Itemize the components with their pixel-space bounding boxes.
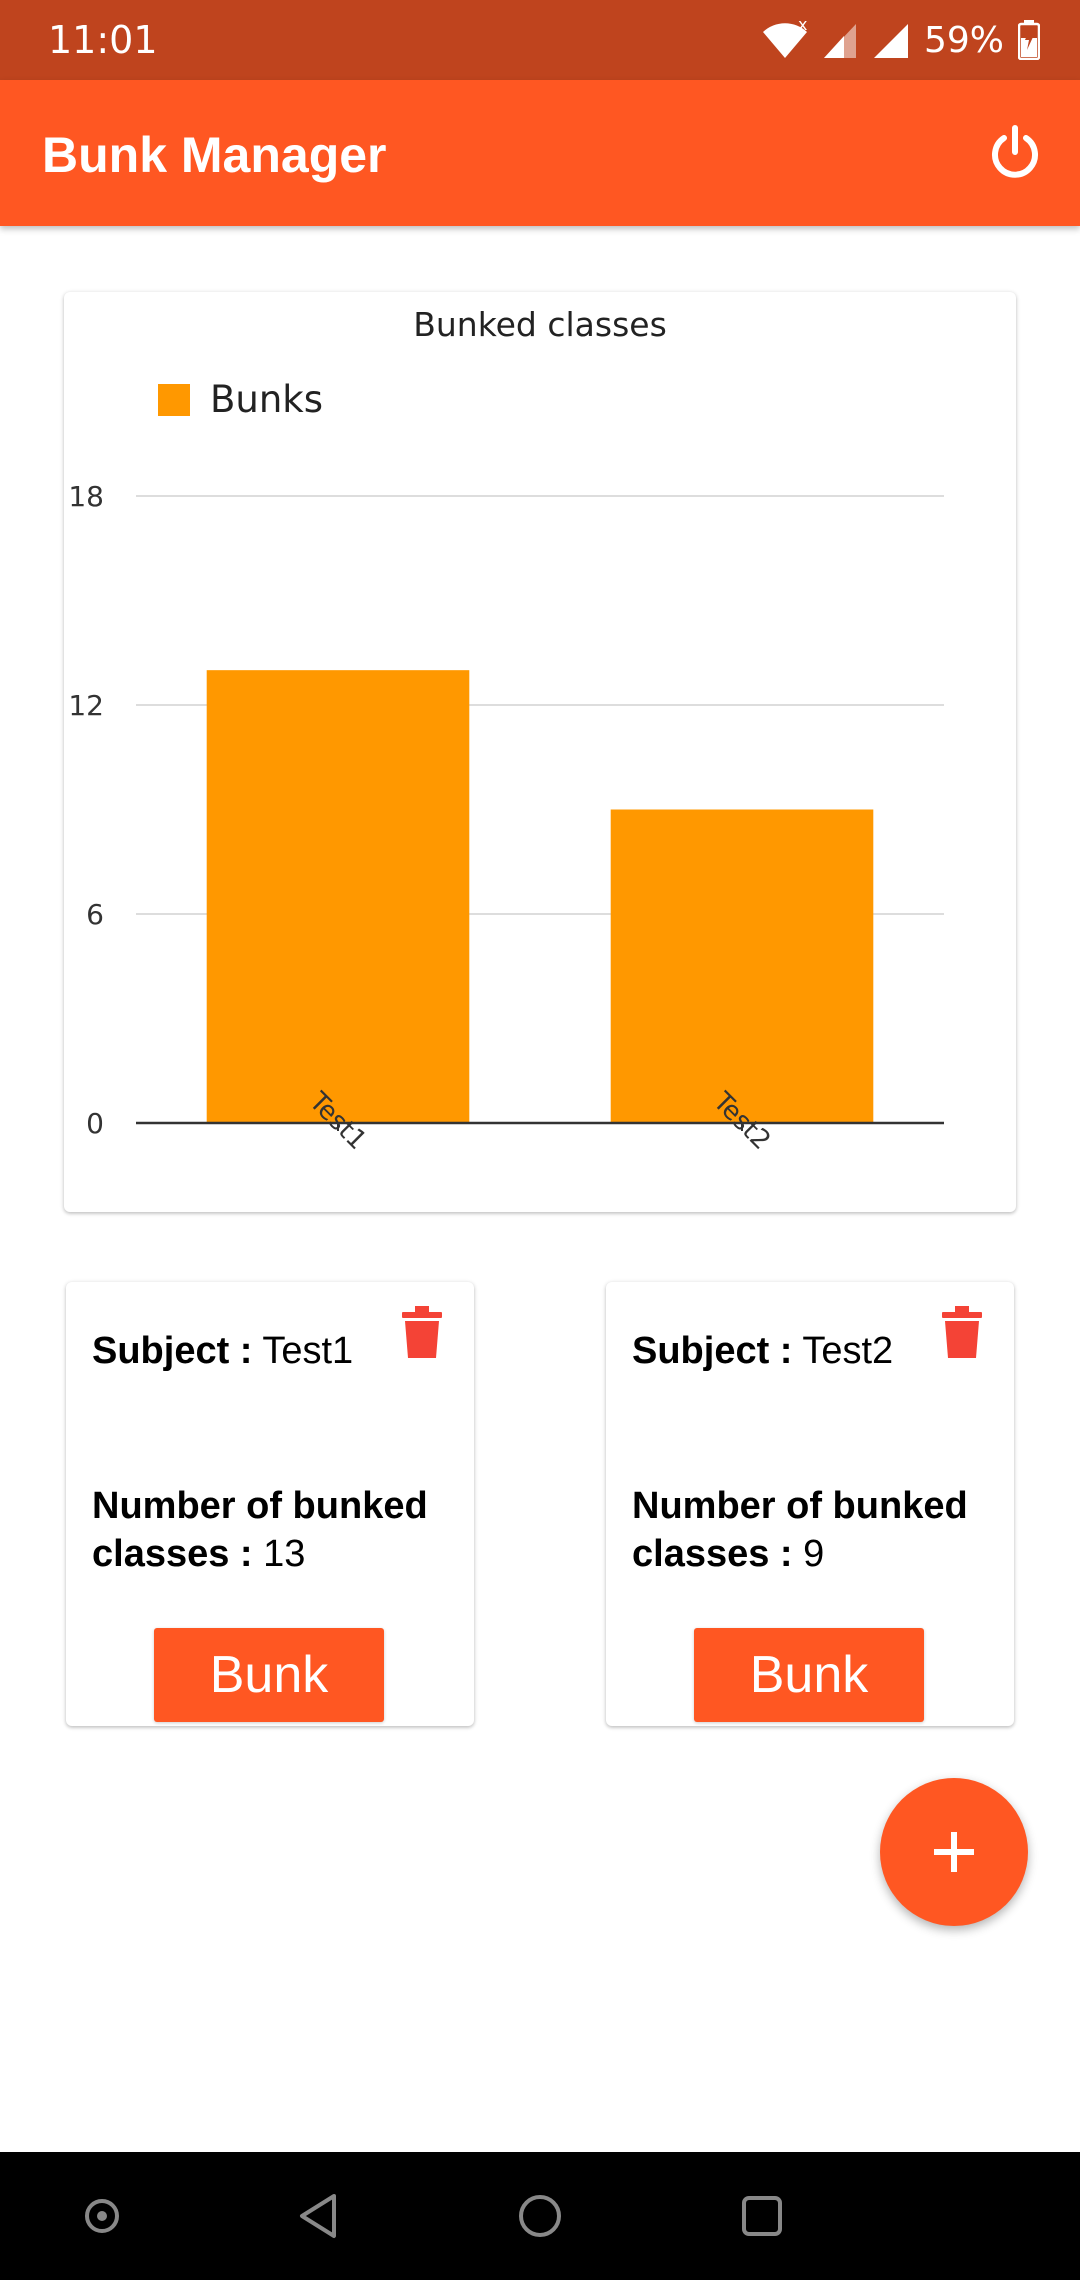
- assistant-button[interactable]: [72, 2186, 132, 2246]
- delete-subject-button[interactable]: [940, 1304, 984, 1360]
- app-title: Bunk Manager: [42, 127, 387, 183]
- logout-button[interactable]: [980, 118, 1050, 188]
- subject-card: Subject : Test2 Number of bunked classes…: [606, 1282, 1014, 1726]
- battery-icon: [1018, 20, 1040, 60]
- subject-name: Subject : Test2: [632, 1330, 893, 1373]
- battery-percent: 59%: [923, 19, 1004, 61]
- chart-title: Bunked classes: [413, 305, 667, 344]
- subject-card: Subject : Test1 Number of bunked classes…: [66, 1282, 474, 1726]
- recents-icon: [742, 2196, 782, 2236]
- status-icons: x 59%: [762, 14, 1040, 66]
- status-bar: 11:01 x 59%: [0, 0, 1080, 80]
- legend-swatch: [158, 384, 190, 416]
- signal-icon: [823, 24, 856, 58]
- status-time: 11:01: [48, 18, 158, 62]
- trash-icon: [402, 1306, 442, 1358]
- y-tick-label: 6: [86, 898, 104, 931]
- signal-icon: [873, 24, 908, 58]
- bar-test2[interactable]: [610, 809, 874, 1124]
- back-icon: [300, 2194, 336, 2238]
- app-bar: Bunk Manager: [0, 80, 1080, 226]
- wifi-icon: x: [762, 20, 807, 58]
- bunk-count-label: Number of bunked classes :: [92, 1485, 428, 1575]
- bunk-count-label: Number of bunked classes :: [632, 1485, 968, 1575]
- subject-label: Subject :: [92, 1330, 253, 1372]
- chart-card: Bunked classes Bunks 0 6 12 18 Test1 Test2: [64, 292, 1016, 1212]
- add-subject-button[interactable]: [880, 1778, 1028, 1926]
- back-button[interactable]: [290, 2186, 350, 2246]
- bunk-count-value: 13: [263, 1533, 306, 1575]
- home-icon: [519, 2195, 561, 2237]
- y-tick-label: 12: [68, 689, 104, 722]
- legend-label: Bunks: [210, 378, 323, 421]
- subject-label: Subject :: [632, 1330, 793, 1372]
- svg-text:x: x: [798, 20, 807, 34]
- bar-test1[interactable]: [206, 670, 470, 1123]
- bunk-count-value: 9: [803, 1533, 825, 1575]
- delete-subject-button[interactable]: [400, 1304, 444, 1360]
- subject-value: Test1: [262, 1330, 354, 1372]
- y-tick-label: 0: [86, 1107, 104, 1140]
- recents-button[interactable]: [732, 2186, 792, 2246]
- home-button[interactable]: [510, 2186, 570, 2246]
- trash-icon: [942, 1306, 982, 1358]
- assistant-icon: [85, 2199, 119, 2233]
- bunk-button[interactable]: Bunk: [694, 1628, 924, 1722]
- power-icon: [992, 125, 1038, 178]
- plus-icon: [934, 1832, 974, 1872]
- navigation-bar: [0, 2152, 1080, 2280]
- subject-value: Test2: [802, 1330, 894, 1372]
- y-tick-label: 18: [68, 480, 104, 513]
- subject-name: Subject : Test1: [92, 1330, 353, 1373]
- bunk-button[interactable]: Bunk: [154, 1628, 384, 1722]
- bunk-count: Number of bunked classes : 13: [92, 1482, 462, 1578]
- bunk-count: Number of bunked classes : 9: [632, 1482, 1002, 1578]
